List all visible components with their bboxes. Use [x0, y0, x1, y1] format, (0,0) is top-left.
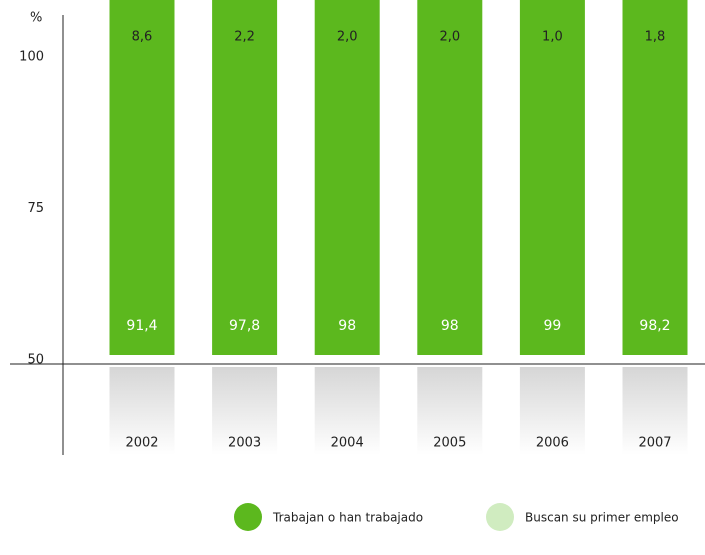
bar-segment	[314, 0, 380, 355]
x-tick-label: 2005	[433, 436, 466, 451]
bar-reflection	[622, 367, 688, 455]
bar-segment	[212, 0, 278, 356]
bar-segment	[417, 0, 483, 355]
y-tick-label: 100	[19, 50, 44, 65]
value-label: 98,2	[639, 318, 670, 334]
y-axis-label: %	[30, 11, 42, 26]
bar-reflection	[314, 367, 380, 455]
x-tick-label: 2003	[228, 436, 261, 451]
y-tick-label: 50	[27, 353, 44, 368]
x-tick-label: 2002	[125, 436, 158, 451]
bar-reflection	[519, 367, 585, 455]
value-label: 97,8	[229, 318, 260, 334]
x-tick-label: 2007	[638, 436, 671, 451]
legend-label: Trabajan o han trabajado	[272, 511, 423, 525]
legend-swatch	[486, 503, 514, 531]
value-label: 8,6	[132, 30, 153, 45]
legend-swatch	[234, 503, 262, 531]
bar-reflection	[417, 367, 483, 455]
value-label: 99	[543, 318, 561, 334]
value-label: 2,0	[439, 30, 460, 45]
bar-segment	[109, 0, 175, 355]
value-label: 98	[338, 318, 356, 334]
value-label: 2,0	[337, 30, 358, 45]
legend-label: Buscan su primer empleo	[525, 511, 679, 525]
value-label: 2,2	[234, 30, 255, 45]
y-tick-label: 75	[27, 201, 44, 216]
value-label: 91,4	[126, 318, 157, 334]
x-tick-label: 2006	[536, 436, 569, 451]
bar-reflection	[212, 367, 278, 455]
bar-segment	[622, 0, 688, 355]
value-label: 1,8	[645, 30, 666, 45]
bar-segment	[519, 0, 585, 355]
x-tick-label: 2004	[331, 436, 364, 451]
value-label: 98	[441, 318, 459, 334]
bar-reflection	[109, 367, 175, 455]
value-label: 1,0	[542, 30, 563, 45]
